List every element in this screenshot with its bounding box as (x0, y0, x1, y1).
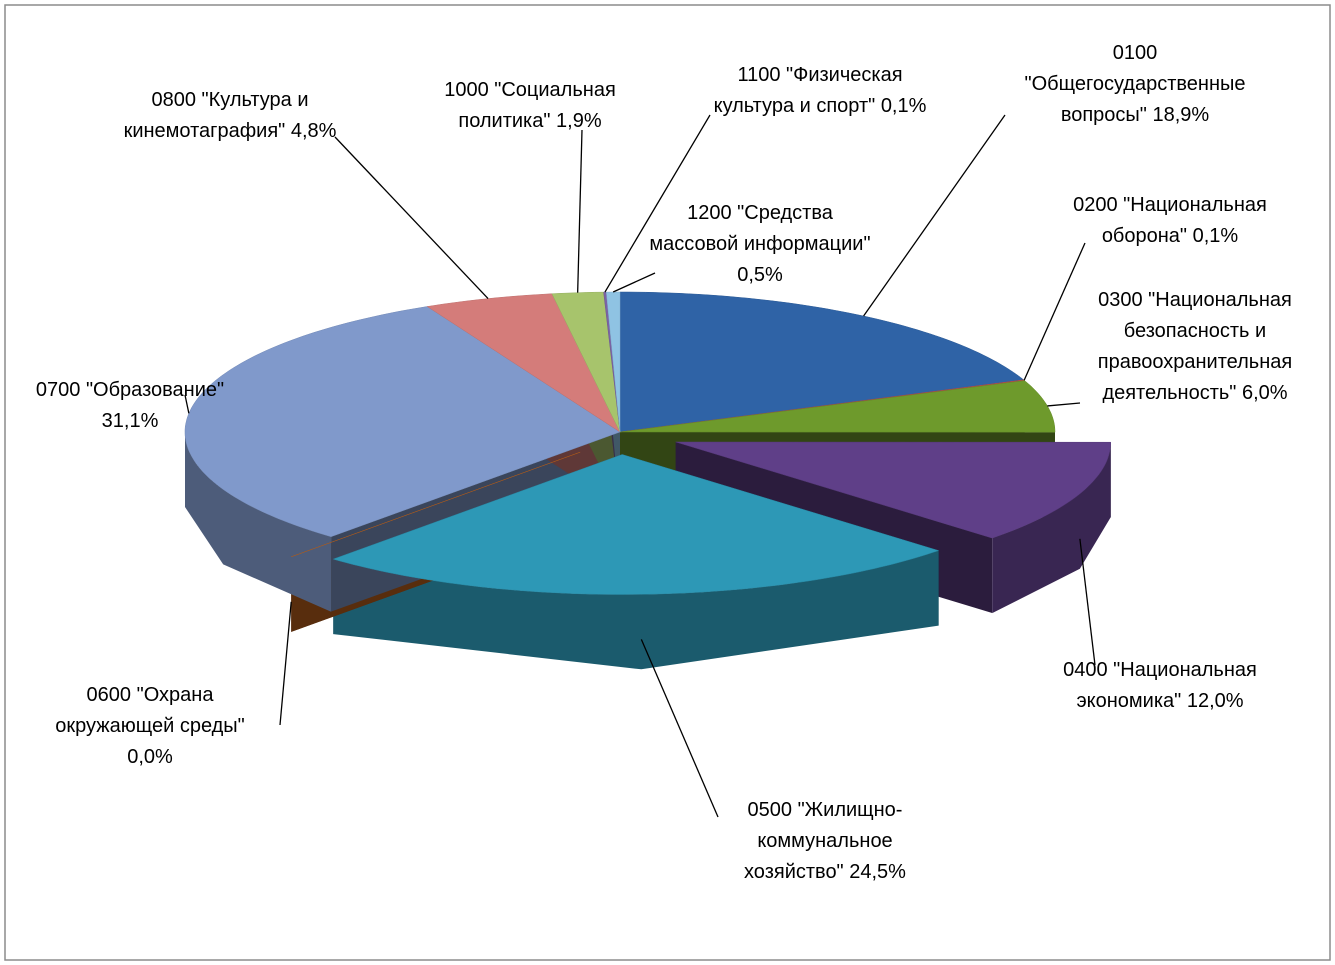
value-label: 1,9% (556, 110, 602, 132)
data-label: 1200 "Средства массовой информации" 0,5% (640, 198, 880, 291)
data-label: 0500 "Жилищно-коммунальное хозяйство" 24… (710, 795, 940, 888)
category-label: 1000 "Социальная политика" (444, 79, 616, 132)
tops (184, 291, 1111, 595)
value-label: 18,9% (1152, 104, 1210, 126)
value-label: 24,5% (849, 861, 906, 883)
leader-line (184, 394, 190, 414)
data-label: 0700 "Образование" 31,1% (5, 375, 255, 437)
category-label: 0700 "Образование" (35, 379, 225, 401)
slice (675, 441, 1111, 539)
value-label: 0,1% (1192, 225, 1239, 247)
category-label: 0200 "Национальная оборона" (1073, 194, 1267, 247)
slice (291, 451, 581, 558)
category-label: 0600 "Охрана окружающей среды" (55, 684, 245, 737)
data-label: 1000 "Социальная политика" 1,9% (415, 75, 645, 137)
leader-line (1079, 538, 1096, 666)
leader-line (1023, 242, 1086, 381)
category-label: 0500 "Жилищно-коммунальное хозяйство" (744, 799, 903, 883)
category-label: 0300 "Национальная безопасность и правоо… (1097, 289, 1293, 404)
slice-side (333, 550, 939, 670)
value-label: 0,1% (880, 95, 927, 117)
slice-side (992, 442, 1111, 614)
leader-line (279, 601, 292, 726)
data-label: 1100 "Физическая культура и спорт" 0,1% (705, 60, 935, 122)
value-label: 31,1% (101, 410, 159, 432)
value-label: 0,0% (127, 746, 173, 768)
value-label: 6,0% (1241, 382, 1288, 404)
category-label: 0400 "Национальная экономика" (1063, 659, 1257, 712)
leader-line (604, 114, 711, 293)
data-label: 0800 "Культура и кинемотаграфия" 4,8% (115, 85, 345, 147)
category-label: 1200 "Средства массовой информации" (649, 202, 871, 255)
slice (332, 454, 940, 595)
slice (551, 291, 621, 433)
value-label: 4,8% (290, 120, 337, 142)
data-label: 0100 "Общегосударственные вопросы" 18,9% (1010, 38, 1260, 131)
data-label: 0200 "Национальная оборона" 0,1% (1040, 190, 1300, 252)
data-label: 0300 "Национальная безопасность и правоо… (1065, 285, 1325, 409)
leader-line (640, 639, 719, 818)
category-label: 0800 "Культура и кинемотаграфия" (123, 89, 309, 142)
slice-side (185, 432, 332, 612)
data-label: 0400 "Национальная экономика" 12,0% (1035, 655, 1285, 717)
leader-line (334, 136, 489, 300)
value-label: 12,0% (1186, 690, 1244, 712)
value-label: 0,5% (737, 264, 783, 286)
slice (619, 380, 1056, 433)
leader-line (1047, 402, 1081, 407)
data-label: 0600 "Охрана окружающей среды" 0,0% (30, 680, 270, 773)
category-label: 1100 "Физическая культура и спорт" (713, 64, 903, 117)
slice (426, 293, 621, 433)
category-label: 0100 "Общегосударственные вопросы" (1024, 42, 1246, 126)
leader-line (863, 114, 1006, 317)
leader-line (577, 129, 583, 293)
leader-line (612, 272, 656, 293)
